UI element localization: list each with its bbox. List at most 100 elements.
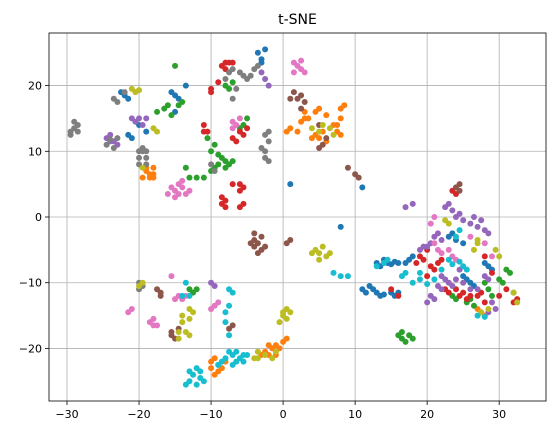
data-point <box>186 315 193 322</box>
data-point <box>244 125 251 132</box>
data-point <box>380 260 387 266</box>
data-point <box>222 76 229 82</box>
data-point <box>276 319 283 326</box>
data-point <box>175 329 182 335</box>
data-point <box>326 125 333 132</box>
data-point <box>344 273 351 280</box>
data-point <box>103 141 110 148</box>
x-axis: −30 −20 −10 0 10 20 30 <box>55 401 506 421</box>
data-point <box>215 151 222 158</box>
data-point <box>283 335 290 342</box>
data-point <box>488 269 495 276</box>
data-point <box>467 286 474 293</box>
data-point <box>395 292 402 299</box>
data-point <box>301 69 308 76</box>
data-point <box>305 115 312 122</box>
data-point <box>125 309 132 316</box>
data-point <box>452 276 459 283</box>
data-point <box>236 115 243 122</box>
data-point <box>200 128 207 135</box>
x-tick-label: 30 <box>492 408 506 421</box>
data-point <box>251 243 258 250</box>
data-point <box>413 260 420 266</box>
data-point <box>442 217 449 224</box>
data-point <box>208 85 215 92</box>
data-point <box>265 128 272 135</box>
data-point <box>287 125 294 132</box>
data-point <box>254 348 261 355</box>
data-point <box>431 296 438 303</box>
data-point <box>337 131 344 138</box>
y-tick-label: 0 <box>35 211 42 224</box>
data-point <box>164 102 171 109</box>
data-point <box>211 371 218 378</box>
data-point <box>215 161 222 168</box>
data-point <box>308 125 315 132</box>
data-point <box>488 299 495 306</box>
data-point <box>229 59 236 66</box>
data-point <box>485 286 492 293</box>
data-point <box>424 299 431 306</box>
data-point <box>431 240 438 247</box>
data-point <box>330 269 337 276</box>
data-point <box>262 243 269 250</box>
data-point <box>460 279 467 286</box>
data-point <box>316 128 323 135</box>
data-point <box>287 181 294 188</box>
data-point <box>474 312 481 319</box>
data-point <box>434 283 441 289</box>
data-point <box>488 253 495 260</box>
data-point <box>402 338 409 345</box>
data-point <box>204 135 211 142</box>
data-point <box>172 194 179 201</box>
data-point <box>139 122 146 128</box>
data-point <box>226 302 233 309</box>
data-point <box>182 164 189 171</box>
data-point <box>499 279 506 286</box>
data-point <box>409 253 416 260</box>
data-point <box>229 181 236 188</box>
data-point <box>258 145 265 151</box>
data-point <box>125 95 132 102</box>
data-point <box>110 145 117 151</box>
data-point <box>492 306 499 312</box>
data-point <box>240 131 247 138</box>
data-point <box>229 361 236 368</box>
data-point <box>449 283 456 289</box>
data-point <box>222 319 229 326</box>
data-point <box>154 128 161 135</box>
x-tick-label: 20 <box>420 408 434 421</box>
data-point <box>193 174 200 181</box>
points-layer <box>67 46 521 388</box>
data-point <box>319 243 326 250</box>
data-point <box>481 253 488 260</box>
data-point <box>467 233 474 240</box>
data-point <box>74 128 81 135</box>
data-point <box>172 62 179 69</box>
data-point <box>323 112 330 119</box>
data-point <box>211 141 218 148</box>
data-point <box>254 62 261 69</box>
data-point <box>197 368 204 375</box>
data-point <box>200 174 207 181</box>
data-point <box>233 348 240 355</box>
data-point <box>467 292 474 299</box>
data-point <box>262 76 269 82</box>
data-point <box>229 125 236 132</box>
data-point <box>229 79 236 86</box>
data-point <box>488 292 495 299</box>
data-point <box>395 260 402 266</box>
data-point <box>438 266 445 273</box>
data-point <box>154 108 161 115</box>
data-point <box>175 335 182 342</box>
data-point <box>438 250 445 257</box>
data-point <box>424 281 431 288</box>
data-point <box>168 329 175 335</box>
data-point <box>359 184 366 191</box>
data-point <box>481 240 488 247</box>
data-point <box>287 95 294 102</box>
data-point <box>182 381 189 388</box>
data-point <box>114 99 121 105</box>
